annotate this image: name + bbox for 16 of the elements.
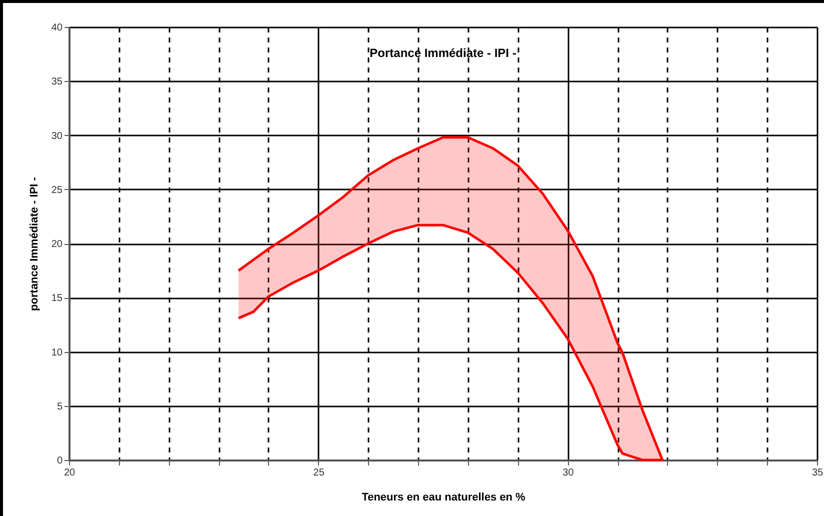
x-tick-label: 20 [64,468,76,478]
y-axis-title: portance Immédiate - IPI - [28,176,40,311]
y-tick-label: 20 [51,239,63,250]
y-tick-label: 0 [56,456,63,466]
y-tick-label: 35 [51,76,63,88]
x-tick-label: 35 [812,468,824,478]
y-tick-label: 25 [51,184,63,196]
x-tick-label: 25 [313,468,325,478]
y-tick-label: 10 [51,347,63,358]
y-tick-label: 5 [56,401,63,412]
x-axis-title: Teneurs en eau naturelles en % [362,492,526,504]
x-tick-label: 30 [562,468,574,478]
text: Portance Immédiate - IPI - [370,46,516,60]
y-tick-label: 30 [51,130,63,142]
y-tick-label: 15 [51,293,63,304]
y-tick-label: 40 [51,22,63,34]
